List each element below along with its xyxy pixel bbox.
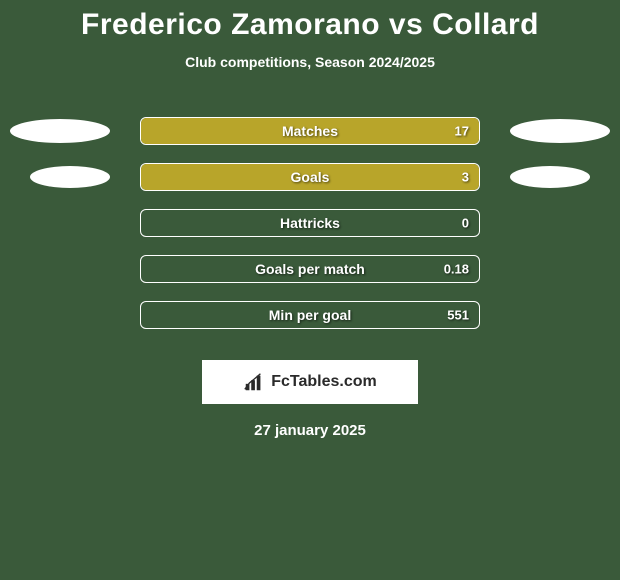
stats-list: Matches17 Goals3 Hattricks0 Goals per match… bbox=[0, 108, 620, 338]
stat-value: 0.18 bbox=[444, 262, 469, 277]
stat-row: Hattricks0 bbox=[0, 200, 620, 246]
stat-value: 17 bbox=[455, 124, 469, 139]
stat-label: Goals bbox=[141, 169, 479, 185]
comparison-panel: Frederico Zamorano vs Collard Club compe… bbox=[0, 0, 620, 439]
stat-label: Min per goal bbox=[141, 307, 479, 323]
stat-label: Goals per match bbox=[141, 261, 479, 277]
stat-bar: Min per goal551 bbox=[140, 301, 480, 329]
player-right-marker bbox=[510, 166, 590, 188]
date-label: 27 january 2025 bbox=[0, 422, 620, 439]
player-left-marker bbox=[10, 119, 110, 143]
logo-box[interactable]: FcTables.com bbox=[202, 360, 418, 404]
stat-row: Min per goal551 bbox=[0, 292, 620, 338]
stat-bar: Matches17 bbox=[140, 117, 480, 145]
stat-row: Goals3 bbox=[0, 154, 620, 200]
stat-value: 551 bbox=[447, 308, 469, 323]
stat-bar: Hattricks0 bbox=[140, 209, 480, 237]
subtitle: Club competitions, Season 2024/2025 bbox=[0, 54, 620, 70]
stat-bar: Goals3 bbox=[140, 163, 480, 191]
stat-label: Matches bbox=[141, 123, 479, 139]
stat-label: Hattricks bbox=[141, 215, 479, 231]
stat-row: Goals per match0.18 bbox=[0, 246, 620, 292]
page-title: Frederico Zamorano vs Collard bbox=[0, 8, 620, 42]
stat-row: Matches17 bbox=[0, 108, 620, 154]
stat-value: 3 bbox=[462, 170, 469, 185]
bar-chart-icon bbox=[243, 371, 265, 393]
player-left-marker bbox=[30, 166, 110, 188]
stat-value: 0 bbox=[462, 216, 469, 231]
logo-text: FcTables.com bbox=[271, 373, 377, 391]
player-right-marker bbox=[510, 119, 610, 143]
stat-bar: Goals per match0.18 bbox=[140, 255, 480, 283]
